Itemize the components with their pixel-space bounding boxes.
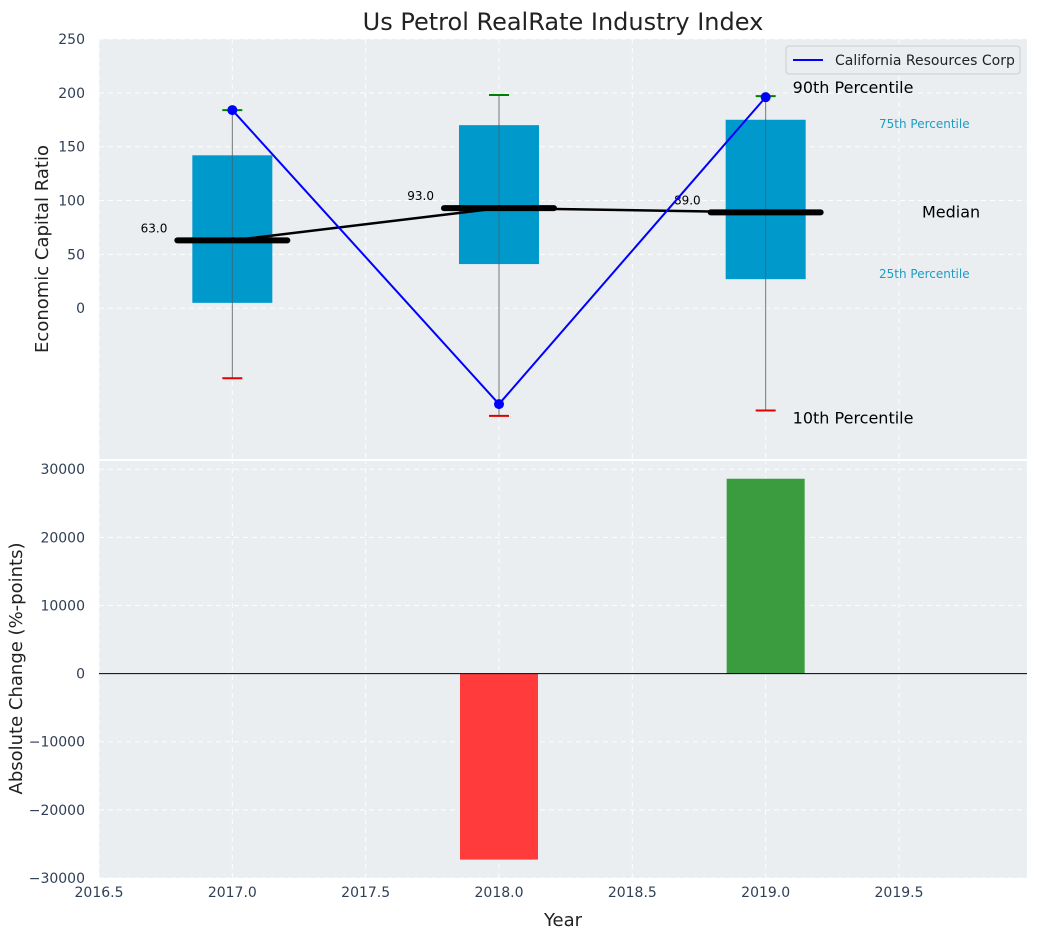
top-y-tick-label: 250 [58, 32, 85, 48]
p25-annotation: 25th Percentile [879, 267, 970, 281]
x-tick-label: 2018.5 [608, 885, 657, 901]
bottom-y-tick-label: −10000 [29, 735, 85, 751]
bottom-y-tick-label: 20000 [40, 530, 85, 546]
chart-title: Us Petrol RealRate Industry Index [363, 8, 764, 36]
x-tick-labels: 2016.5 2017.0 2017.5 2018.0 2018.5 2019.0 2019… [75, 885, 924, 901]
x-tick-label: 2018.0 [475, 885, 524, 901]
x-tick-label: 2016.5 [75, 885, 124, 901]
x-tick-label: 2019.0 [741, 885, 790, 901]
x-axis-label: Year [543, 910, 583, 931]
company-point [760, 92, 771, 103]
top-panel: 0 50 100 150 200 250 Economic Capital Ratio 6… [32, 32, 1027, 459]
top-y-tick-labels: 0 50 100 150 200 250 [58, 32, 85, 317]
change-bars [460, 478, 805, 860]
median-annotation: Median [922, 202, 980, 221]
p75-annotation: 75th Percentile [879, 117, 970, 131]
percentile-annotations: 90th Percentile 75th Percentile Median 25th… [793, 78, 981, 427]
positive-change-bar [726, 478, 805, 674]
x-tick-label: 2017.5 [341, 885, 390, 901]
legend-frame [785, 45, 1021, 75]
bottom-y-tick-label: −20000 [29, 803, 85, 819]
median-value-label: 63.0 [141, 221, 168, 235]
x-tick-label: 2017.0 [208, 885, 257, 901]
bottom-y-tick-label: 10000 [40, 598, 85, 614]
top-y-tick-label: 0 [76, 301, 85, 317]
p90-annotation: 90th Percentile [793, 78, 914, 97]
median-value-label: 93.0 [407, 189, 434, 203]
bottom-y-tick-label: 0 [76, 667, 85, 683]
top-y-tick-label: 100 [58, 194, 85, 210]
top-y-tick-label: 50 [67, 247, 85, 263]
bottom-y-tick-label: −30000 [29, 871, 85, 887]
company-point [494, 399, 504, 410]
top-y-axis-label: Economic Capital Ratio [32, 145, 53, 353]
legend: California Resources Corp [785, 45, 1021, 75]
p10-annotation: 10th Percentile [793, 409, 914, 428]
median-value-label: 89.0 [674, 193, 701, 207]
bottom-panel: −30000 −20000 −10000 0 10000 20000 30000 2016.… [6, 459, 1027, 931]
top-y-tick-label: 200 [58, 86, 85, 102]
x-tick-label: 2019.5 [875, 885, 924, 901]
bottom-y-tick-labels: −30000 −20000 −10000 0 10000 20000 30000 [29, 462, 85, 887]
top-y-tick-label: 150 [58, 140, 85, 156]
bottom-y-axis-label: Absolute Change (%-points) [6, 543, 27, 795]
legend-label: California Resources Corp [835, 53, 1015, 69]
bottom-plot-background [99, 461, 1027, 878]
company-point [227, 105, 238, 116]
bottom-y-tick-label: 30000 [40, 462, 85, 478]
negative-change-bar [460, 673, 538, 860]
percentile-boxes: 63.0 93.0 89.0 [141, 92, 824, 417]
median-trend-line [232, 206, 766, 242]
